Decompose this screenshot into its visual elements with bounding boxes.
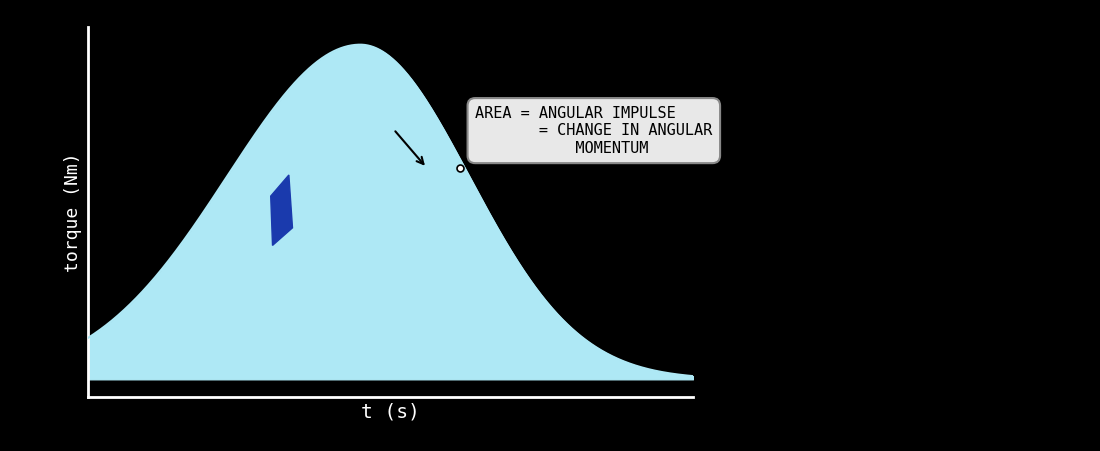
Y-axis label: torque (Nm): torque (Nm) <box>65 152 82 272</box>
X-axis label: t (s): t (s) <box>361 402 420 421</box>
Polygon shape <box>271 175 293 245</box>
Text: AREA = ANGULAR IMPULSE
       = CHANGE IN ANGULAR
           MOMENTUM: AREA = ANGULAR IMPULSE = CHANGE IN ANGUL… <box>475 106 713 156</box>
